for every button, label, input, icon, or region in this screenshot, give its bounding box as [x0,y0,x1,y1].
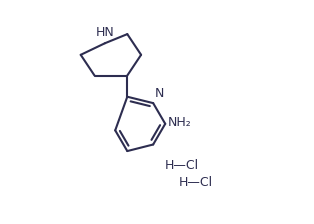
Text: NH₂: NH₂ [167,116,191,129]
Text: H—Cl: H—Cl [165,159,199,172]
Text: HN: HN [95,26,114,39]
Text: N: N [155,87,164,100]
Text: H—Cl: H—Cl [178,177,213,190]
